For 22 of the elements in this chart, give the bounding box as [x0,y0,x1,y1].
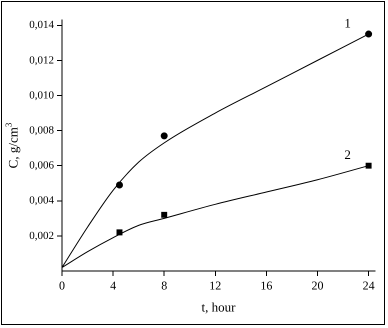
y-tick-label: 0,002 [29,230,54,242]
point [365,30,372,38]
y-tick-label: 0,004 [29,194,54,207]
x-tick-label: 12 [209,278,222,292]
y-tick-label: 0,010 [29,89,54,102]
y-tick-label: 0,012 [29,54,54,66]
x-tick-label: 0 [59,278,65,292]
x-tick-label: 24 [362,278,375,292]
x-tick-label: 20 [312,278,324,292]
series-label: 1 [344,15,351,30]
series-label: 2 [344,147,351,162]
y-tick-label: 0,014 [29,19,54,32]
y-tick-label: 0,008 [29,124,54,136]
x-axis-title: t, hour [202,300,236,315]
point [160,132,168,140]
x-tick-label: 8 [161,278,168,292]
point [366,162,372,169]
y-tick-label: 0,006 [29,160,54,172]
point [161,212,168,218]
x-tick-label: 16 [260,278,272,292]
x-tick-label: 4 [110,278,116,292]
y-axis-title: C, g/cm3 [3,122,20,168]
